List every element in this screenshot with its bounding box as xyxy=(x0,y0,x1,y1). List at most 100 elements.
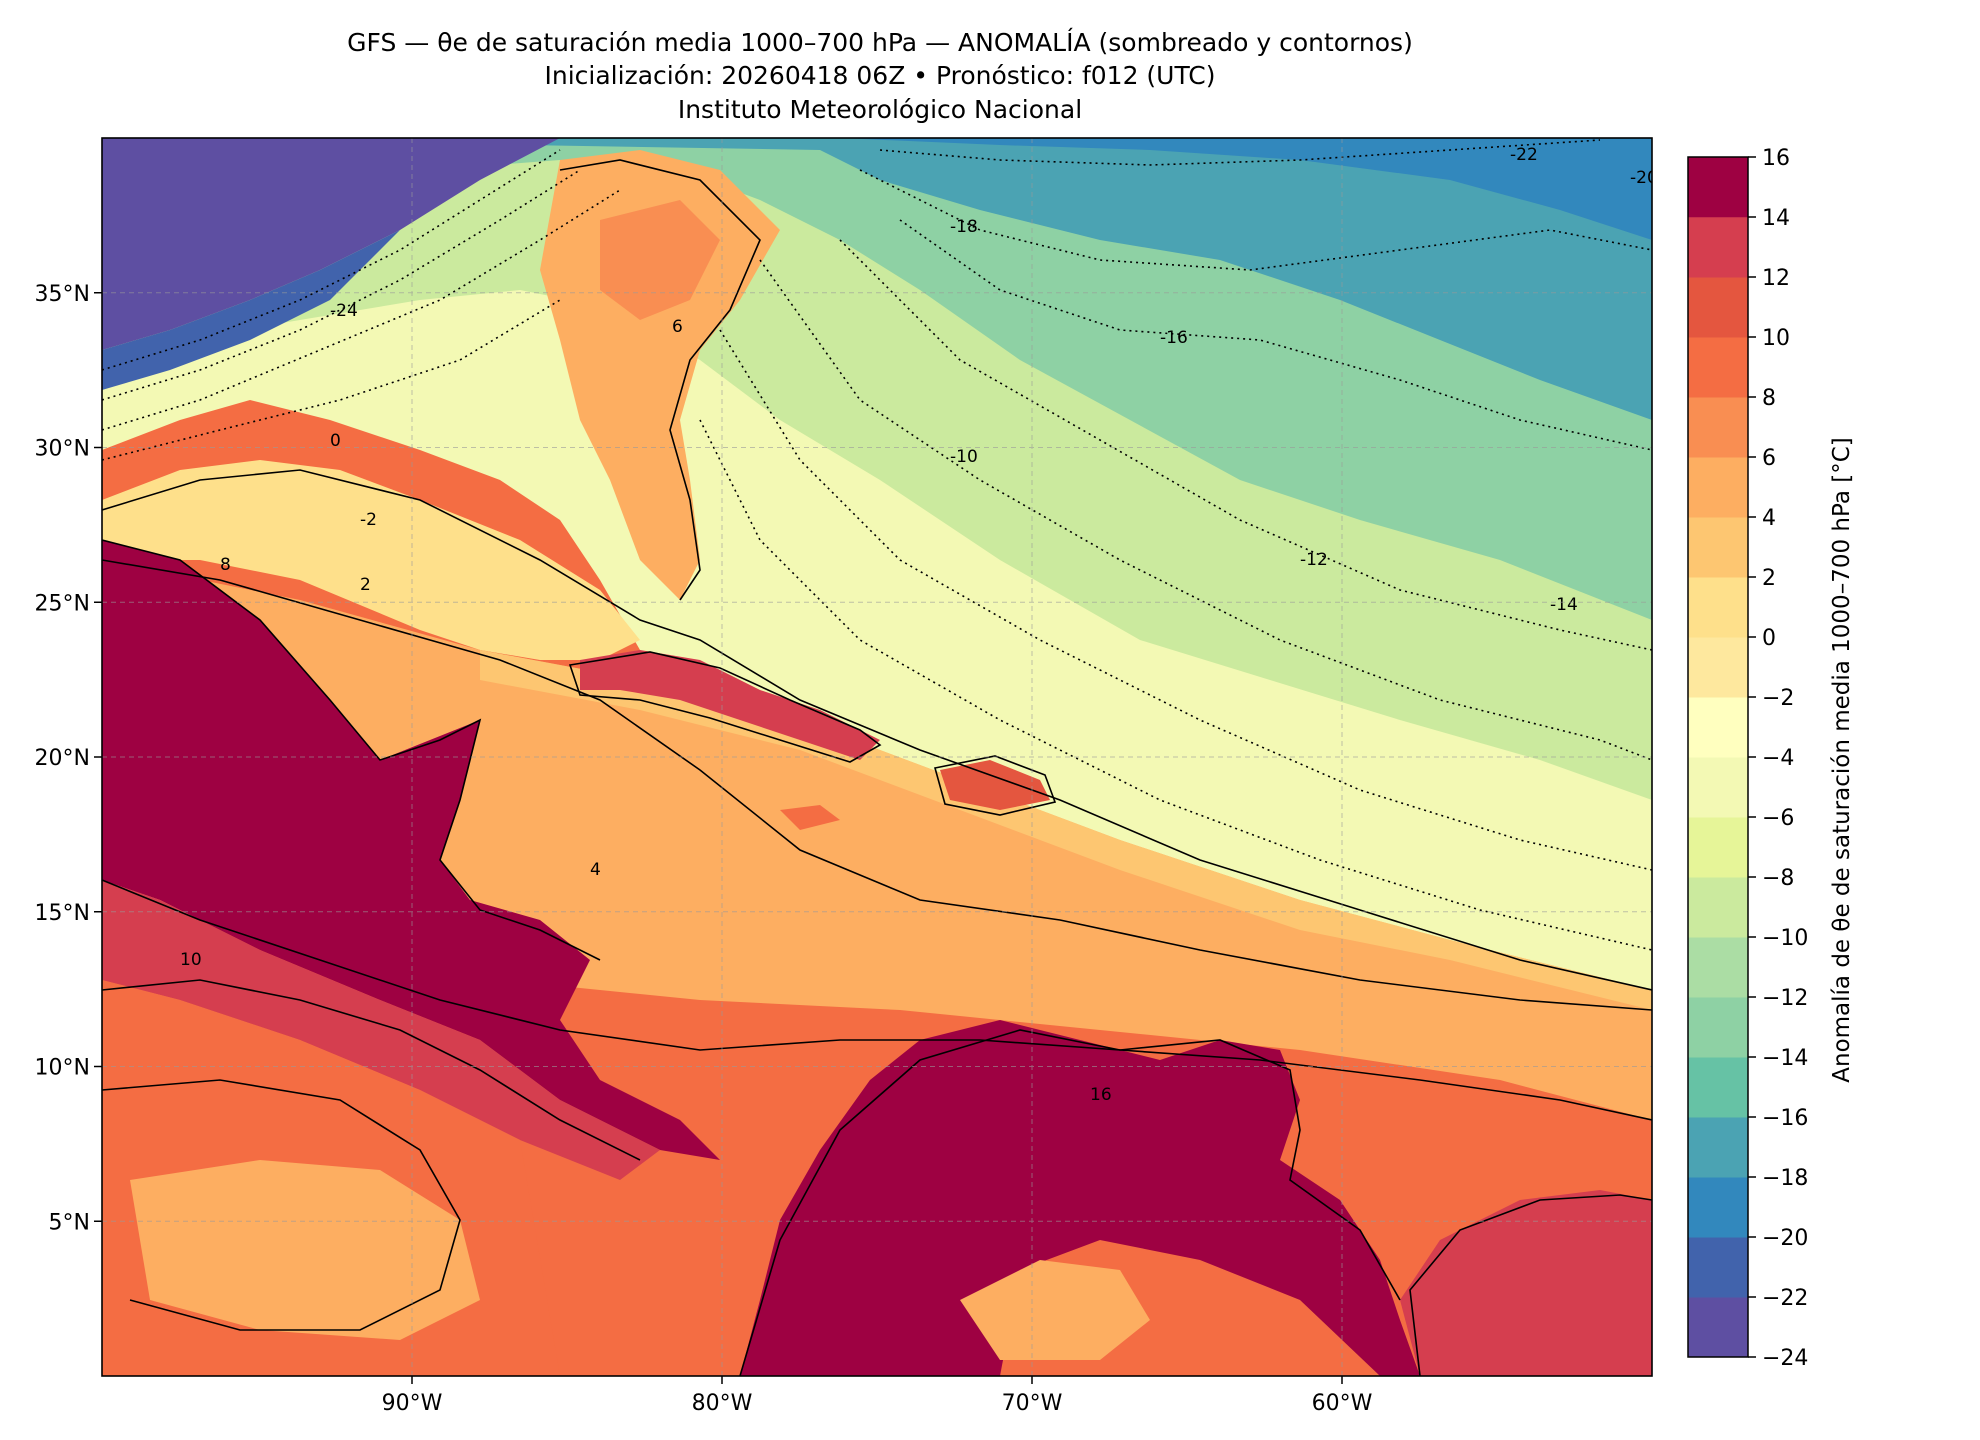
contour-label: 8 xyxy=(220,555,231,575)
y-tick-label: 5°N xyxy=(49,1210,90,1235)
anomaly-map xyxy=(102,138,1652,1376)
band-8-carolinas xyxy=(600,200,720,320)
contour-labels: -24 -22 -20 -18 -16 -14 -12 -10 -2 0 2 4… xyxy=(180,145,1658,1105)
contour-label: 2 xyxy=(360,575,371,595)
band-4-south-america-inner xyxy=(960,1260,1150,1360)
y-tick-label: 15°N xyxy=(35,901,90,926)
contour-label: 16 xyxy=(1090,1085,1112,1105)
band-minus-20 xyxy=(840,138,1652,240)
band-minus-16 xyxy=(102,138,1652,420)
band-minus-20-edge xyxy=(102,230,400,390)
colorbar-segment xyxy=(1688,997,1748,1058)
colorbar-tick-label: 2 xyxy=(1762,566,1776,591)
contour-label: 10 xyxy=(180,950,202,970)
band-6-pacific-inner xyxy=(130,1160,480,1340)
colorbar-segment xyxy=(1688,697,1748,758)
colorbar-segment xyxy=(1688,277,1748,338)
contour-10-pacific xyxy=(102,979,641,1161)
colorbar-label: Anomalía de θe de saturación media 1000–… xyxy=(1829,437,1855,1082)
y-axis: 5°N 10°N 15°N 20°N 25°N 30°N 35°N xyxy=(35,282,102,1235)
contour-label: -12 xyxy=(1300,550,1328,570)
colorbar-tick-label: −4 xyxy=(1762,746,1794,771)
contour-10-guyana xyxy=(1409,1194,1652,1376)
colorbar-segment xyxy=(1688,1057,1748,1118)
band-4-caribbean xyxy=(102,560,1652,1120)
y-tick-label: 25°N xyxy=(35,591,90,616)
colorbar-segment xyxy=(1688,937,1748,998)
contour-label: -16 xyxy=(1160,328,1188,348)
colorbar-tick-label: −12 xyxy=(1762,986,1808,1011)
colorbar-tick-label: −6 xyxy=(1762,806,1794,831)
colorbar-segment xyxy=(1688,517,1748,578)
contour-label: -20 xyxy=(1630,168,1658,188)
colorbar-tick-label: −16 xyxy=(1762,1106,1808,1131)
contour-label: 4 xyxy=(590,860,601,880)
colorbar-segment xyxy=(1688,1177,1748,1238)
contour-minus-16 xyxy=(102,189,621,431)
colorbar-segment xyxy=(1688,1237,1748,1298)
colorbar-tick-label: 6 xyxy=(1762,446,1776,471)
colorbar-tick-label: −10 xyxy=(1762,926,1808,951)
colorbar-segment xyxy=(1688,397,1748,458)
contour-atl-minus-22 xyxy=(879,139,1601,166)
colorbar-tick-label: −22 xyxy=(1762,1286,1808,1311)
contour-8-mexico xyxy=(102,539,601,961)
colorbar-tick-label: 4 xyxy=(1762,506,1776,531)
band-12-mexico-edge xyxy=(102,880,660,1180)
band-16-mexico xyxy=(102,540,720,1160)
colorbar-tick-label: −8 xyxy=(1762,866,1794,891)
contour-label: -22 xyxy=(1510,145,1538,165)
contour-atl-minus-14 xyxy=(839,239,1652,651)
contour-0 xyxy=(102,469,1652,991)
contour-label: -14 xyxy=(1550,595,1578,615)
band-12-guyana xyxy=(1400,1190,1652,1376)
contour-atl-minus-6 xyxy=(719,329,1652,871)
colorbar-tick-label: −18 xyxy=(1762,1166,1808,1191)
colorbar-tick-label: 0 xyxy=(1762,626,1776,651)
colorbar-tick-label: −24 xyxy=(1762,1346,1808,1371)
colorbar-tick-label: −14 xyxy=(1762,1046,1808,1071)
contour-atl-minus-16 xyxy=(899,219,1652,451)
colorbar-segment xyxy=(1688,877,1748,938)
colorbar-tick-label: 10 xyxy=(1762,326,1790,351)
gridlines xyxy=(102,138,1652,1376)
colorbar-tick-label: −2 xyxy=(1762,686,1794,711)
contour-cuba xyxy=(568,651,882,763)
contour-minus-24 xyxy=(102,149,561,371)
colorbar-segment xyxy=(1688,157,1748,217)
contour-atl-minus-18 xyxy=(859,169,1652,271)
band-12-hispaniola xyxy=(940,760,1050,810)
contour-label: -24 xyxy=(330,301,358,321)
chart-subtitle-institute: Instituto Meteorológico Nacional xyxy=(677,95,1083,124)
contour-4 xyxy=(102,879,1652,1121)
band-2-mid xyxy=(480,650,1652,1010)
colorbar-segment xyxy=(1688,817,1748,878)
contour-label: 6 xyxy=(672,317,683,337)
colorbar-segment xyxy=(1688,1117,1748,1178)
contour-label: -2 xyxy=(360,510,377,530)
contour-6-sunbelt xyxy=(559,159,761,601)
colorbar-segment xyxy=(1688,337,1748,398)
band-0-gulf xyxy=(102,460,640,660)
contour-hispaniola xyxy=(933,755,1057,816)
chart-title: GFS — θe de saturación media 1000–700 hP… xyxy=(347,28,1413,57)
contour-16-sa xyxy=(739,1029,1401,1376)
x-tick-label: 60°W xyxy=(1312,1391,1373,1416)
band-12-cuba xyxy=(580,650,880,760)
band-8-jamaica xyxy=(780,805,840,830)
colorbar-tick-label: 8 xyxy=(1762,386,1776,411)
colorbar-tick-label: 14 xyxy=(1762,206,1790,231)
y-tick-label: 35°N xyxy=(35,282,90,307)
contour-label: -18 xyxy=(950,217,978,237)
contour-label: 0 xyxy=(330,431,341,451)
contour-6-pacific xyxy=(102,1079,461,1331)
contour-atl-minus-2 xyxy=(699,419,1652,951)
chart-subtitle-init: Inicialización: 20260418 06Z • Pronóstic… xyxy=(544,61,1216,90)
colorbar-tick-label: −20 xyxy=(1762,1226,1808,1251)
x-tick-label: 90°W xyxy=(382,1391,443,1416)
x-axis: 90°W 80°W 70°W 60°W xyxy=(382,1376,1373,1416)
y-tick-label: 30°N xyxy=(35,437,90,462)
colorbar-segment xyxy=(1688,577,1748,638)
contour-2 xyxy=(102,559,1652,1011)
